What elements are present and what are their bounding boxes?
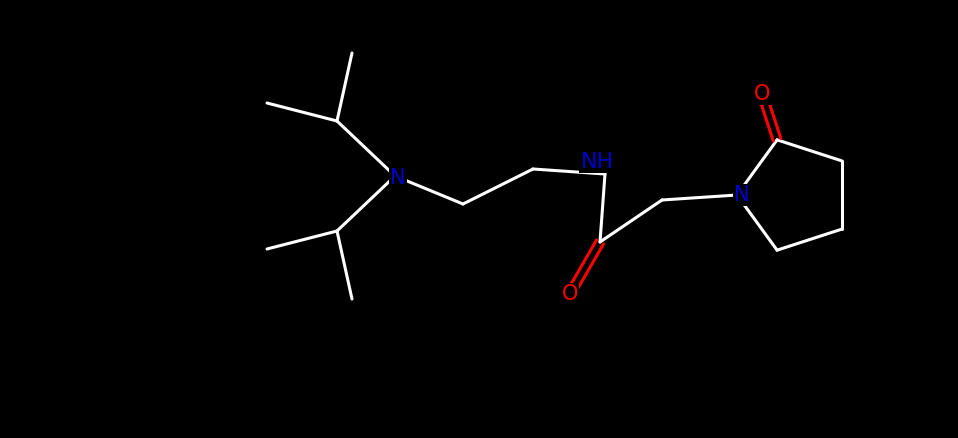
Text: N: N xyxy=(734,185,750,205)
Text: NH: NH xyxy=(581,152,613,172)
Text: O: O xyxy=(561,284,579,304)
Text: N: N xyxy=(390,168,406,188)
Text: O: O xyxy=(754,84,770,104)
